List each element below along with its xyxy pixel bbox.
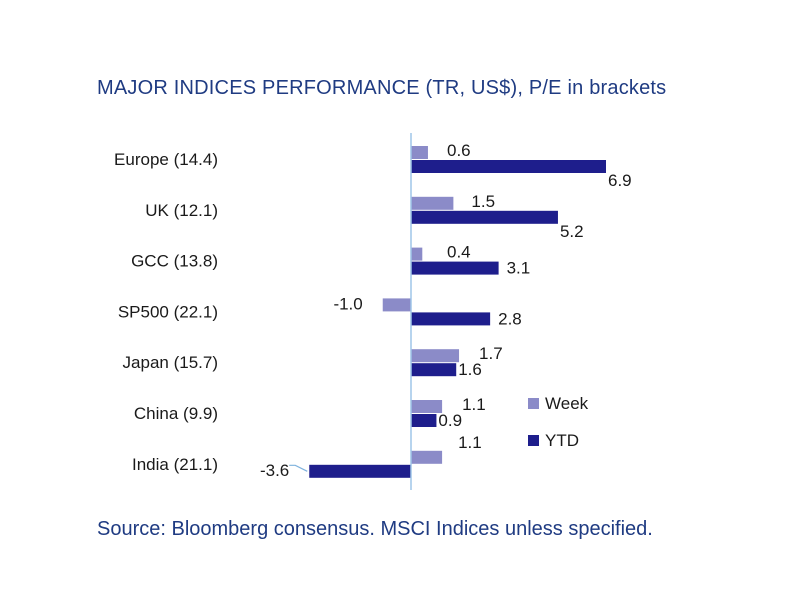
chart-title: MAJOR INDICES PERFORMANCE (TR, US$), P/E… [97, 77, 667, 99]
week-value-label: 1.5 [471, 192, 495, 211]
ytd-value-label: 2.8 [498, 309, 522, 328]
ytd-legend-label: YTD [545, 431, 579, 450]
ytd-bar [309, 464, 411, 478]
leader-line [289, 464, 308, 472]
week-bar [411, 450, 443, 464]
ytd-value-label: 5.2 [560, 222, 584, 241]
week-bar [411, 349, 460, 363]
week-value-label: 0.6 [447, 141, 471, 160]
ytd-value-label: 0.9 [438, 411, 462, 430]
legend: Week YTD [528, 394, 589, 450]
ytd-value-label: 1.6 [458, 360, 482, 379]
week-bar [411, 400, 443, 413]
category-label: India (21.1) [132, 455, 218, 474]
week-bar [411, 196, 454, 210]
category-label: GCC (13.8) [131, 252, 218, 271]
source-note: Source: Bloomberg consensus. MSCI Indice… [97, 518, 653, 540]
week-bar [382, 298, 411, 312]
week-bar [411, 146, 428, 159]
week-value-label: -1.0 [333, 294, 362, 313]
week-value-label: 0.4 [447, 243, 471, 262]
ytd-value-label: 6.9 [608, 171, 632, 190]
week-value-label: 1.7 [479, 344, 503, 363]
category-label: SP500 (22.1) [118, 302, 218, 321]
ytd-value-label: 3.1 [507, 259, 531, 278]
week-legend-label: Week [545, 394, 589, 413]
ytd-bar [411, 261, 499, 275]
week-bar [411, 247, 423, 261]
ytd-legend-swatch [528, 435, 539, 446]
week-legend-swatch [528, 398, 539, 409]
category-label: China (9.9) [134, 404, 218, 423]
labels-layer: Europe (14.4) 0.6 6.9 UK (12.1) 1.5 5.2 GCC (1… [114, 141, 632, 480]
ytd-bar [411, 160, 606, 173]
category-label: Japan (15.7) [123, 353, 218, 372]
week-value-label: 1.1 [462, 395, 486, 414]
ytd-bar [411, 363, 457, 377]
category-label: UK (12.1) [145, 201, 218, 220]
week-value-label: 1.1 [458, 433, 482, 452]
ytd-value-label: -3.6 [260, 461, 289, 480]
category-label: Europe (14.4) [114, 150, 218, 169]
ytd-bar [411, 414, 437, 427]
bars-layer [309, 146, 606, 478]
ytd-bar [411, 312, 491, 326]
ytd-bar [411, 210, 558, 224]
